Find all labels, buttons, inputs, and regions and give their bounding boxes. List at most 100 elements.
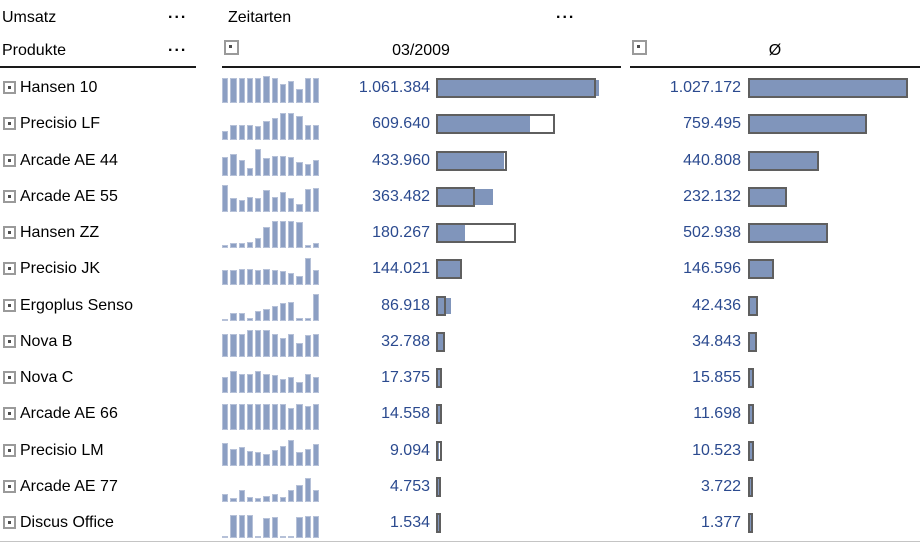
sparkline-bar xyxy=(263,403,270,430)
row-expand-icon[interactable] xyxy=(3,479,16,493)
sparkline-bar xyxy=(312,78,319,104)
sparkline-bar xyxy=(263,227,270,249)
sparkline-bar xyxy=(304,448,311,466)
sparkline-bar xyxy=(271,305,278,321)
sparkline-bar xyxy=(246,242,253,249)
table-bottom-rule xyxy=(0,541,920,542)
sparkline-bar xyxy=(271,375,278,394)
bar-average-fill xyxy=(750,152,817,169)
sparkline-bar xyxy=(304,124,311,140)
sparkline-bar xyxy=(230,243,237,249)
row-expand-icon[interactable] xyxy=(3,117,16,131)
sparkline-bar xyxy=(279,270,286,285)
row-expand-icon[interactable] xyxy=(3,81,16,94)
sparkline-bar xyxy=(288,439,295,466)
rows-dimension-label[interactable]: Produkte xyxy=(2,42,67,59)
sparkline-bar xyxy=(255,310,262,321)
sparkline-bar xyxy=(288,536,295,539)
sparkline-bar xyxy=(312,334,319,357)
sparkline-bar xyxy=(288,156,295,176)
sparkline-bar xyxy=(230,153,237,176)
rows-header-rule xyxy=(0,66,196,68)
product-label[interactable]: Nova C xyxy=(20,369,74,387)
row-expand-icon[interactable] xyxy=(3,516,16,529)
product-label[interactable]: Precisio LF xyxy=(20,115,101,133)
row-expand-icon[interactable] xyxy=(3,262,16,276)
sparkline-bar xyxy=(255,125,262,140)
product-label[interactable]: Discus Office xyxy=(20,514,114,532)
sparkline xyxy=(222,438,321,466)
row-expand-icon[interactable] xyxy=(3,226,16,239)
sparkline-bar xyxy=(238,334,245,357)
product-label[interactable]: Arcade AE 55 xyxy=(20,187,118,205)
sparkline-bar xyxy=(263,308,270,321)
sparkline-bar xyxy=(279,497,286,502)
product-label[interactable]: Arcade AE 77 xyxy=(20,477,118,495)
sparkline-bar xyxy=(238,515,245,539)
columns-dimension-label[interactable]: Zeitarten xyxy=(228,9,292,26)
row-expand-icon[interactable] xyxy=(3,371,16,384)
bar-average-fill xyxy=(750,370,752,386)
sparkline xyxy=(222,293,321,321)
average-column-rule xyxy=(630,66,920,68)
sparkline-bar xyxy=(222,442,229,466)
sparkline-bar xyxy=(238,312,245,321)
product-label[interactable]: Arcade AE 44 xyxy=(20,151,118,169)
sparkline-bar xyxy=(222,245,229,249)
row-expand-icon[interactable] xyxy=(3,407,16,421)
sparkline-bar xyxy=(263,268,270,285)
sparkline-bar xyxy=(263,496,270,502)
value-average: 42.436 xyxy=(692,296,741,314)
product-label[interactable]: Arcade AE 66 xyxy=(20,405,118,423)
column-header-average[interactable]: Ø xyxy=(768,42,782,59)
product-label[interactable]: Precisio LM xyxy=(20,441,104,459)
product-label[interactable]: Ergoplus Senso xyxy=(20,296,133,314)
column-header-current[interactable]: 03/2009 xyxy=(392,42,450,59)
sparkline-bar xyxy=(222,78,229,104)
row-expand-icon[interactable] xyxy=(3,153,16,167)
sparkline-bar xyxy=(304,335,311,357)
row-expand-icon[interactable] xyxy=(3,334,16,348)
row-expand-icon[interactable] xyxy=(3,443,16,457)
row-expand-icon[interactable] xyxy=(3,189,16,203)
sparkline-bar xyxy=(288,112,295,140)
bar-average-box xyxy=(748,440,754,461)
sparkline-bar xyxy=(246,268,253,285)
sparkline-bar xyxy=(238,200,245,212)
product-label[interactable]: Hansen 10 xyxy=(20,79,98,97)
bar-average-fill xyxy=(750,406,752,423)
sparkline-bar xyxy=(263,330,270,357)
sparkline xyxy=(222,474,321,502)
value-average: 1.027.172 xyxy=(669,79,741,97)
sparkline xyxy=(222,220,321,249)
sparkline-bar xyxy=(296,403,303,430)
row-expand-icon[interactable] xyxy=(3,298,16,312)
table-row: Precisio JK 144.021 146.596 xyxy=(0,251,924,287)
product-label[interactable]: Precisio JK xyxy=(20,260,101,278)
value-average: 3.722 xyxy=(700,477,741,495)
sparkline-bar xyxy=(296,204,303,212)
product-label[interactable]: Nova B xyxy=(20,332,73,350)
sparkline-bar xyxy=(312,403,319,430)
column-current-expand-icon[interactable] xyxy=(224,40,239,55)
value-average: 146.596 xyxy=(683,260,741,278)
bar-average-box xyxy=(748,331,757,352)
value-average: 502.938 xyxy=(683,224,741,242)
value-current: 1.534 xyxy=(389,514,430,532)
columns-options-ellipsis[interactable]: ... xyxy=(556,5,576,22)
sparkline-bar xyxy=(312,377,319,394)
sparkline-bar xyxy=(238,243,245,249)
sparkline-bar xyxy=(238,78,245,104)
sparkline-bar xyxy=(255,148,262,176)
rows-options-ellipsis[interactable]: ... xyxy=(168,38,188,55)
product-label[interactable]: Hansen ZZ xyxy=(20,224,100,242)
column-average-expand-icon[interactable] xyxy=(632,40,647,55)
bar-average-outline xyxy=(436,331,445,352)
bar-average-fill xyxy=(750,515,751,531)
sparkline-bar xyxy=(312,159,319,176)
measure-options-ellipsis[interactable]: ... xyxy=(168,5,188,22)
sparkline-bar xyxy=(288,334,295,357)
sparkline xyxy=(222,365,321,394)
sparkline-bar xyxy=(230,78,237,104)
table-row: Nova C 17.375 15.855 xyxy=(0,360,924,396)
